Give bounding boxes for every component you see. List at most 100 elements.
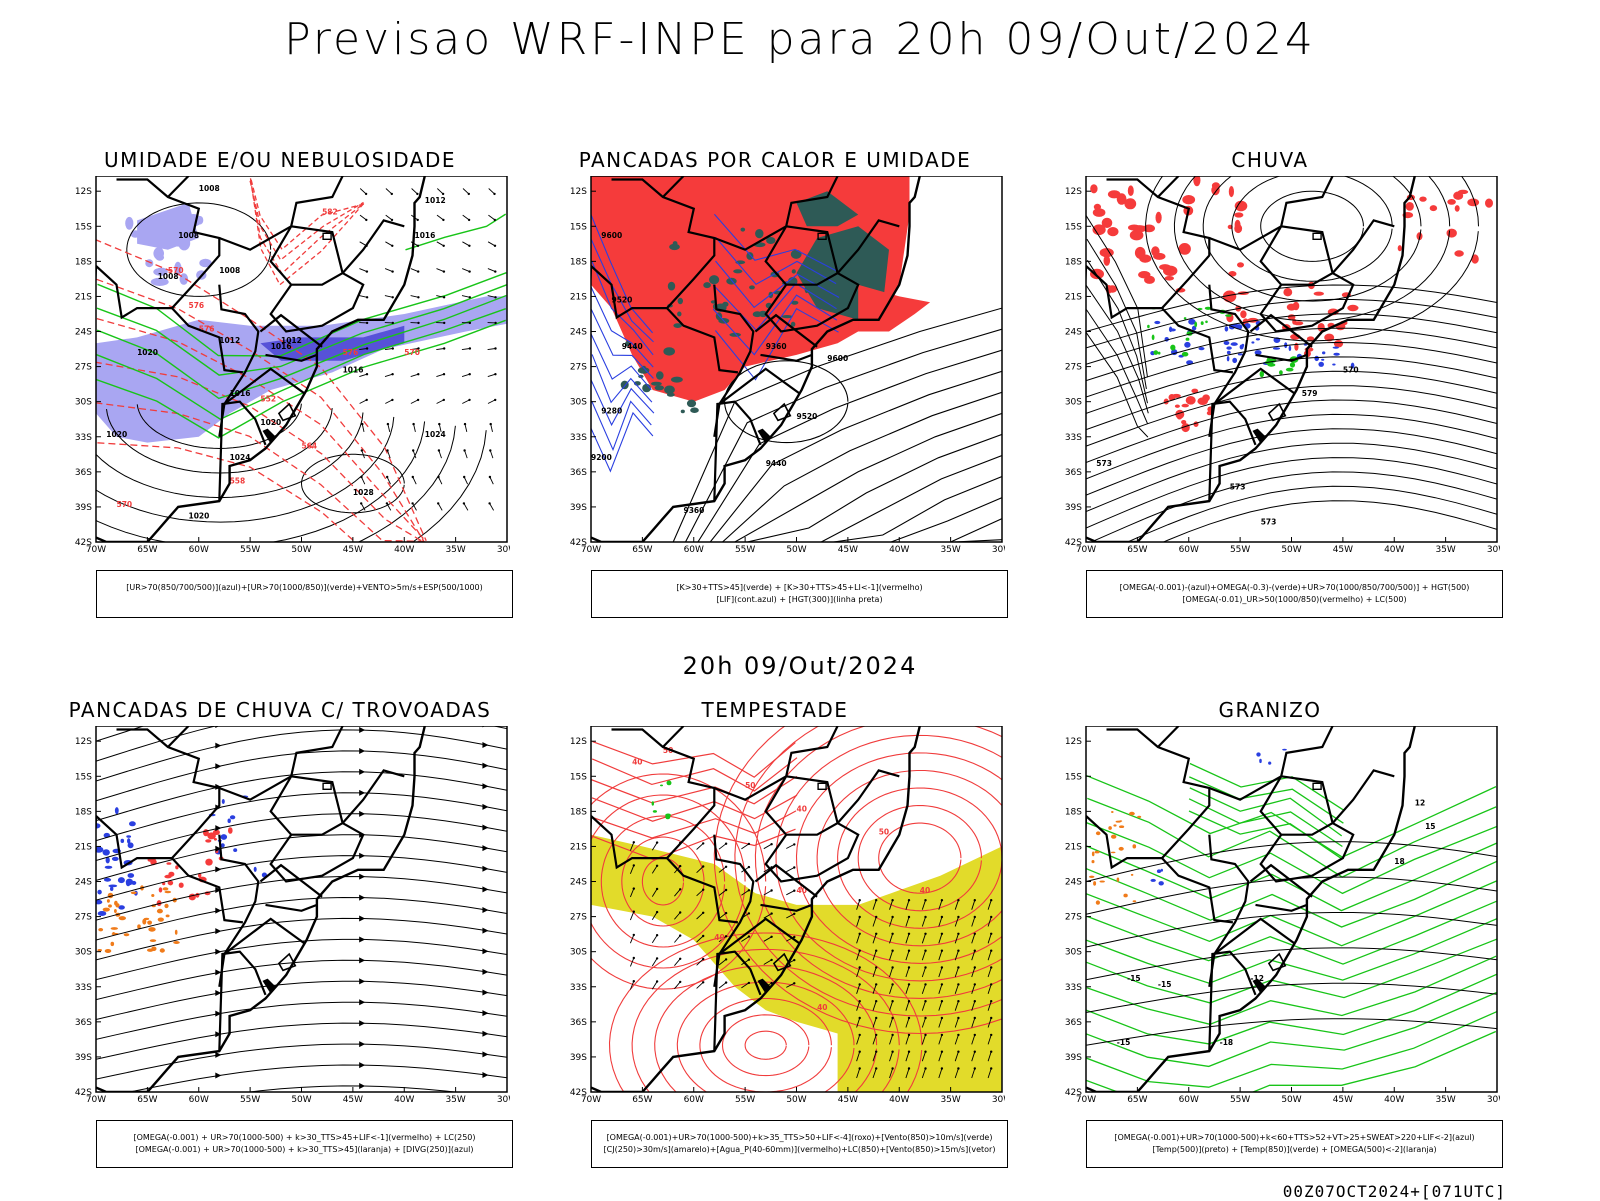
wind-vector-head [392,322,394,324]
wind-vector-head [793,890,795,892]
wind-vector [488,400,495,404]
y-tick-label: 36S [570,468,587,478]
streamline-arrow [359,1020,365,1026]
thickness-contour [250,181,363,260]
contour-label: 9200 [591,453,612,462]
streamline-arrow [359,895,365,901]
y-tick-label: 15S [75,772,92,782]
omega-strong [1194,322,1197,328]
y-tick-label: 30S [1065,398,1082,408]
y-tick-label: 24S [570,328,587,338]
geopotential-300 [747,434,1002,542]
wind-vector [359,269,367,272]
contour-label: 9360 [766,342,787,351]
omega-strong [1153,350,1158,355]
omega-weak [1333,347,1339,349]
wind-vector-head [468,245,470,247]
y-tick-label: 18S [570,807,587,817]
wind-vector-head [990,950,992,952]
y-tick-label: 39S [75,1053,92,1063]
wind-vector-head [463,502,465,504]
rain-area [1406,202,1414,211]
heat-humidity-blob [656,371,664,379]
divergence-area [254,867,257,872]
heat-humidity-blob [669,244,680,250]
wind-vector-head [391,193,393,195]
wind-vector [465,424,467,432]
rain-area [1135,247,1146,259]
wind-vector-head [924,1067,926,1069]
wind-vector-head [725,958,727,960]
wind-vector [786,868,794,872]
thunderstorm-area [173,941,180,944]
wind-vector-head [725,866,727,868]
x-tick-label: 55W [1230,1095,1250,1105]
x-tick-label: 40W [889,1095,909,1105]
omega-500-area [1096,900,1100,904]
y-tick-label: 12S [1065,737,1082,747]
y-tick-label: 18S [75,807,92,817]
wind-vector-head [656,957,658,959]
contour-label: 9280 [601,406,622,415]
contour-label: 1008 [199,184,220,193]
country-border [271,226,343,284]
rain-area [1447,199,1456,205]
legend-line: [OMEGA(-0.01)_UR>50(1000/850)(vermelho) … [1087,594,1502,606]
wind-850-area [667,781,672,786]
omega-500-area [1093,881,1096,886]
omega-500-area [1100,881,1105,883]
legend-box: [OMEGA(-0.001)-(azul)+OMEGA(-0.3)-(verde… [1086,570,1503,618]
main-title: Previsao WRF-INPE para 20h 09/Out/2024 [0,14,1600,65]
rain-area [1128,185,1134,196]
wind-vector-head [443,322,445,324]
divergence-area [233,848,237,852]
wind-vector-head [908,1051,910,1053]
wind-vector-head [924,1034,926,1036]
thunderstorm-area [114,901,118,906]
y-tick-label: 33S [570,983,587,993]
wind-vector-head [366,347,368,349]
wind-vector-head [957,950,959,952]
omega-500-area [1113,824,1116,826]
hail-area [1268,762,1271,765]
rain-area [1182,195,1195,204]
wind-vector [388,424,390,432]
wind-vector-head [417,296,419,298]
x-tick-label: 65W [632,1095,652,1105]
wind-vector-head [725,981,727,983]
rain-area [1430,205,1437,211]
thunderstorm-area [114,909,117,913]
panel-title: PANCADAS POR CALOR E UMIDADE [545,148,1005,172]
wind-vector-head [360,476,362,478]
water-vapor-contour [745,1031,786,1059]
streamline-arrow [482,866,488,872]
federal-district [818,783,826,789]
wind-vector-head [875,916,877,918]
rain-area [1235,220,1241,231]
wind-vector-head [386,502,388,504]
wind-vector-head [990,1067,992,1069]
omega-strong [1225,314,1231,317]
wind-vector-head [360,502,362,504]
omega-weak [1289,346,1292,352]
wind-vector-head [891,1000,893,1002]
omega-500-area [1095,851,1100,854]
wind-vector-head [974,950,976,952]
contour-label: 1024 [425,430,446,439]
wind-vector-head [417,270,419,272]
wind-vector-head [974,899,976,901]
federal-district [1313,233,1321,239]
wind-vector-head [365,219,367,221]
streamline-arrow [482,845,488,851]
wind-vector-head [908,966,910,968]
omega-weak [1318,362,1324,367]
geopotential-500 [1086,443,1497,511]
contour-label: 579 [1302,389,1318,398]
streamline [96,1023,507,1059]
legend-line: [LIF](cont.azul) + [HGT(300)](linha pret… [592,594,1007,606]
contour-label: 40 [797,804,807,813]
wind-vector-head [656,865,658,867]
wind-vector-head [924,933,926,935]
contour-label: 1028 [353,488,374,497]
wind-vector-head [679,888,681,890]
